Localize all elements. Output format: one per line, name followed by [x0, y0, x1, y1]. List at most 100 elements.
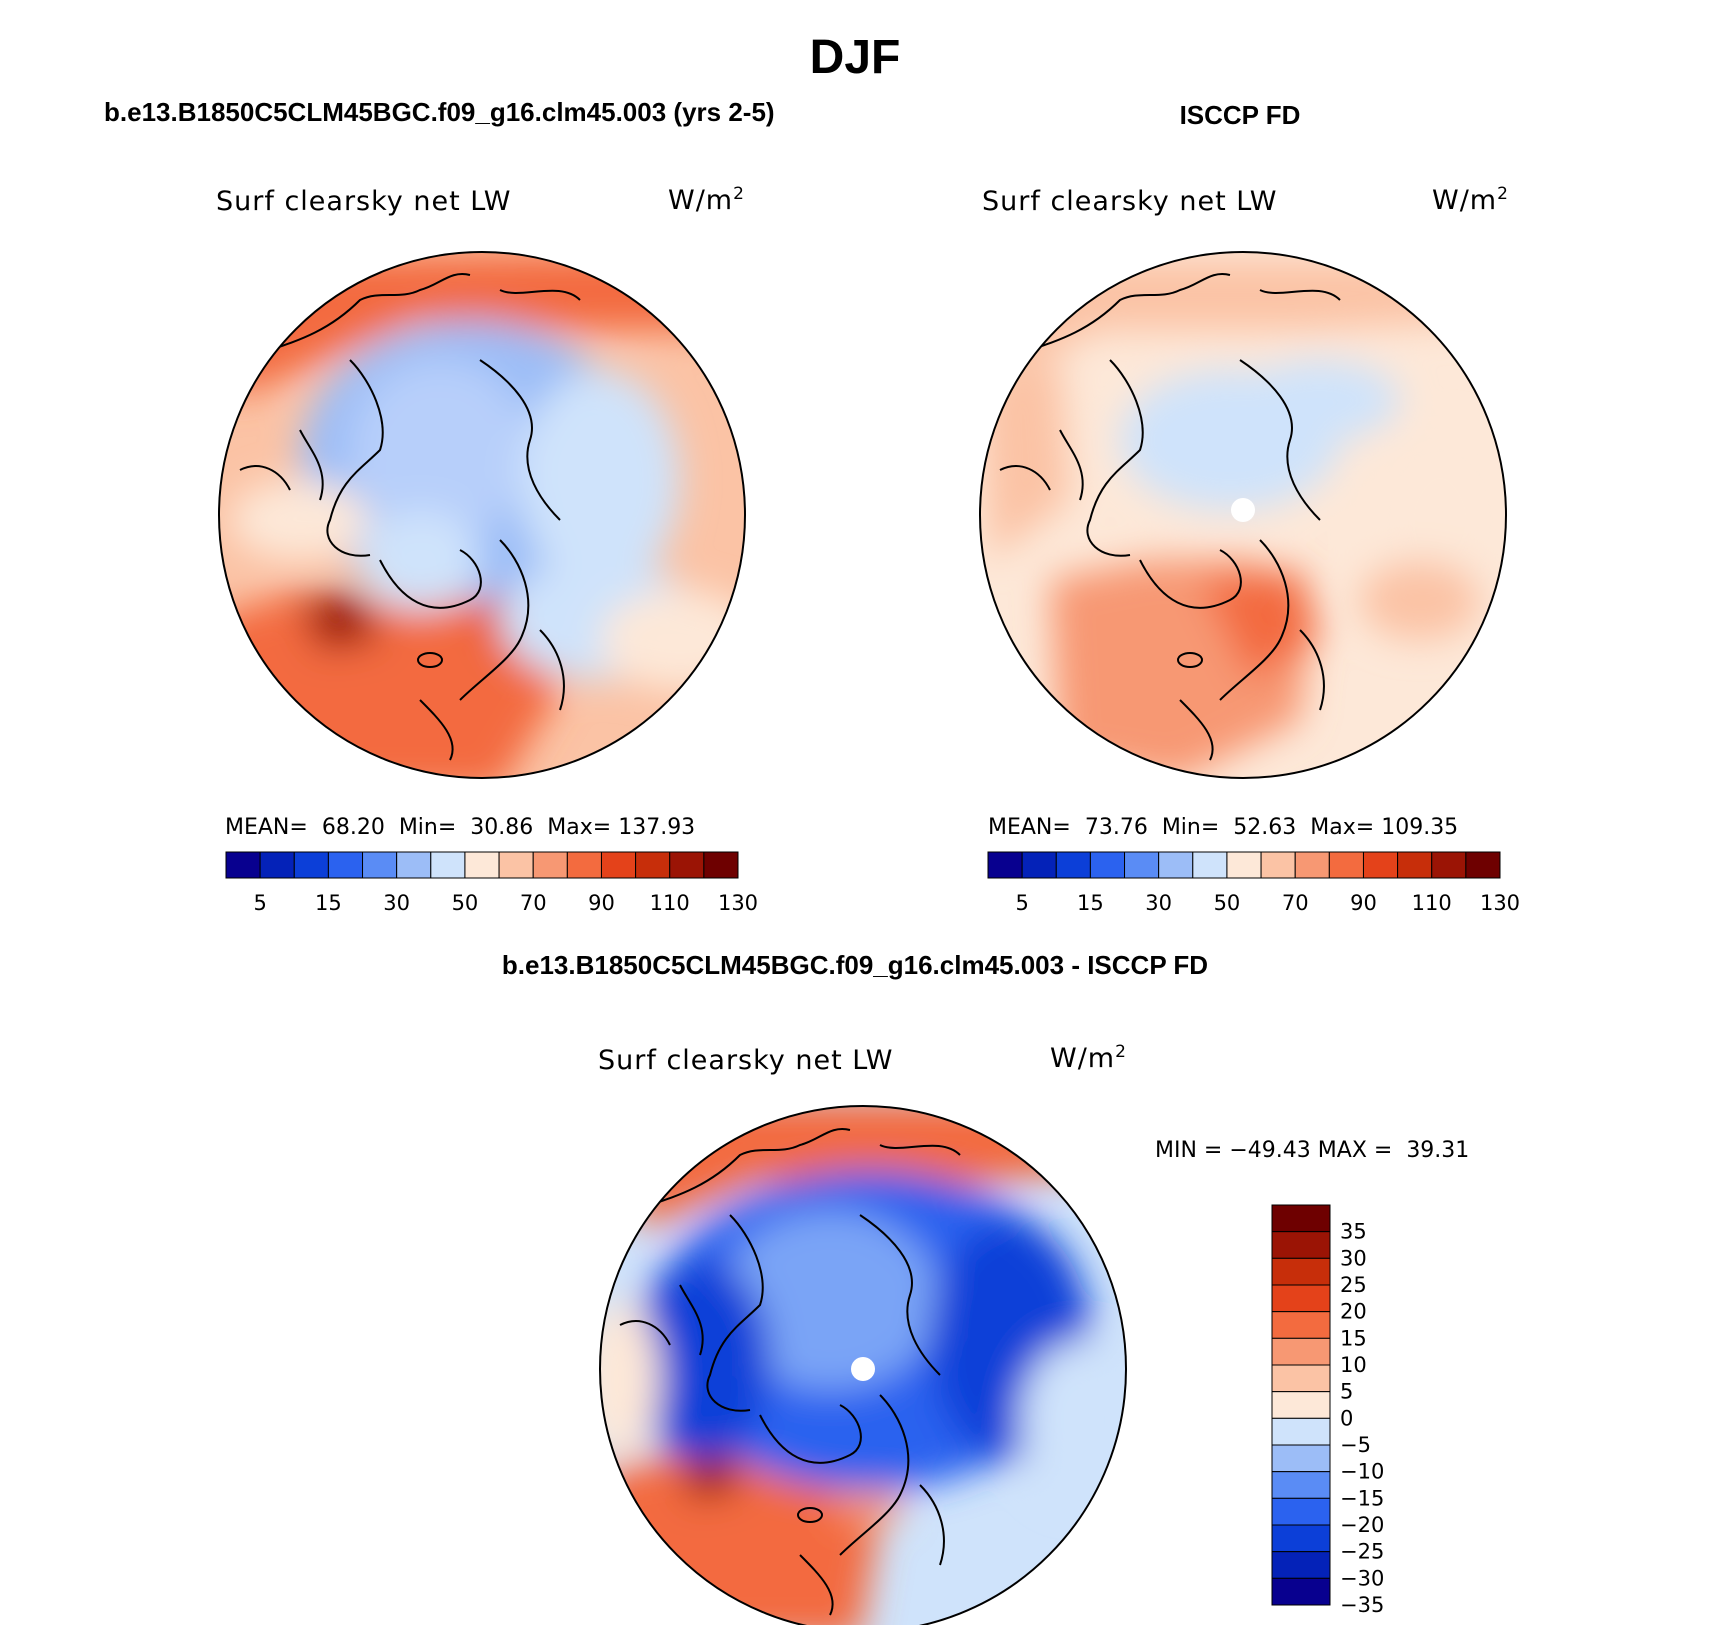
obs-pole-hole — [1231, 498, 1255, 522]
model-colorbar-swatch — [498, 851, 534, 879]
diff-colorbar-tick-label: 30 — [1340, 1246, 1367, 1270]
diff-pole-hole — [851, 1357, 875, 1381]
obs-map-border — [979, 251, 1507, 779]
model-colorbar-swatch — [430, 851, 466, 879]
model-colorbar-tick-label: 15 — [315, 891, 342, 915]
diff-colorbar-swatch — [1271, 1524, 1331, 1553]
obs-colorbar-swatch — [1055, 851, 1091, 879]
obs-colorbar-swatch — [1260, 851, 1296, 879]
obs-colorbar-swatch — [1362, 851, 1399, 879]
model-colorbar-swatch — [703, 851, 739, 879]
obs-colorbar-tick-label: 50 — [1214, 891, 1241, 915]
diff-panel-caption: b.e13.B1850C5CLM45BGC.f09_g16.clm45.003 … — [501, 950, 1209, 980]
diff-colorbar-swatch — [1271, 1337, 1331, 1366]
obs-colorbar-swatch — [1192, 851, 1228, 879]
diff-colorbar-tick-label: 35 — [1340, 1220, 1367, 1244]
diff-colorbar-swatch — [1271, 1497, 1331, 1526]
obs-variable-label: Surf clearsky net LW — [982, 186, 1278, 217]
model-colorbar-tick-label: 90 — [588, 891, 615, 915]
obs-colorbar-swatch — [1397, 851, 1433, 879]
diff-stats: MIN = −49.43 MAX = 39.31 — [1155, 1138, 1470, 1163]
obs-panel-caption: ISCCP FD — [1179, 100, 1301, 130]
model-colorbar-tick-label: 110 — [650, 891, 690, 915]
obs-colorbar-swatch — [1294, 851, 1330, 879]
model-colorbar-swatch — [362, 851, 398, 879]
model-colorbar-swatch — [396, 851, 432, 879]
diff-colorbar-tick-label: −30 — [1340, 1566, 1384, 1590]
diff-units-label: W/m2 — [1050, 1042, 1127, 1074]
obs-colorbar-tick-label: 110 — [1412, 891, 1452, 915]
diff-colorbar-swatch — [1271, 1551, 1331, 1579]
model-panel-caption: b.e13.B1850C5CLM45BGC.f09_g16.clm45.003 … — [104, 97, 775, 127]
obs-colorbar-tick-label: 15 — [1077, 891, 1104, 915]
diff-colorbar-swatch — [1271, 1257, 1331, 1286]
diff-colorbar-tick-label: −25 — [1340, 1540, 1384, 1564]
obs-colorbar-tick-label: 90 — [1350, 891, 1377, 915]
diff-colorbar-swatch — [1271, 1577, 1331, 1606]
obs-colorbar-swatch — [1089, 851, 1126, 879]
model-colorbar-swatch — [259, 851, 295, 879]
obs-colorbar-swatch — [987, 851, 1023, 879]
obs-colorbar-swatch — [1465, 851, 1501, 879]
model-colorbar-swatch — [669, 851, 705, 879]
obs-colorbar-tick-label: 130 — [1480, 891, 1520, 915]
diff-colorbar-tick-label: 15 — [1340, 1326, 1367, 1350]
diff-colorbar-tick-label: 10 — [1340, 1353, 1367, 1377]
diff-colorbar-swatch — [1271, 1391, 1331, 1419]
model-colorbar-swatch — [600, 851, 637, 879]
obs-polar-map — [979, 251, 1507, 779]
model-map-border — [218, 251, 746, 779]
diff-colorbar-swatch — [1271, 1444, 1331, 1473]
diff-colorbar-tick-label: −10 — [1340, 1460, 1384, 1484]
diff-colorbar-tick-label: 0 — [1340, 1406, 1353, 1430]
model-colorbar-swatch — [225, 851, 261, 879]
diff-colorbar-tick-label: 25 — [1340, 1273, 1367, 1297]
model-colorbar-swatch — [464, 851, 500, 879]
diff-colorbar-swatch — [1271, 1364, 1331, 1393]
diff-variable-label: Surf clearsky net LW — [598, 1045, 894, 1076]
diff-colorbar-swatch — [1271, 1231, 1331, 1259]
obs-colorbar-swatch — [1124, 851, 1160, 879]
diff-colorbar-tick-label: −15 — [1340, 1486, 1384, 1510]
model-variable-label: Surf clearsky net LW — [216, 186, 512, 217]
diff-colorbar-swatch — [1271, 1417, 1331, 1446]
obs-units-label: W/m2 — [1432, 184, 1509, 216]
diff-colorbar-tick-label: −20 — [1340, 1513, 1384, 1537]
diff-colorbar-tick-label: 5 — [1340, 1380, 1353, 1404]
model-units-label: W/m2 — [668, 184, 745, 216]
obs-colorbar-tick-label: 5 — [1015, 891, 1028, 915]
obs-colorbar-swatch — [1158, 851, 1194, 879]
model-polar-map — [218, 251, 746, 779]
model-colorbar-swatch — [635, 851, 671, 879]
obs-colorbar: 5 15 30 50 70 90 110 130 — [987, 851, 1520, 915]
obs-colorbar-swatch — [1021, 851, 1057, 879]
model-colorbar-swatch — [293, 851, 329, 879]
model-colorbar-tick-label: 130 — [718, 891, 758, 915]
diff-colorbar-swatch — [1271, 1204, 1331, 1233]
diff-polar-map — [599, 1105, 1127, 1625]
diff-colorbar-swatch — [1271, 1284, 1331, 1313]
obs-colorbar-swatch — [1328, 851, 1364, 879]
model-colorbar-swatch — [327, 851, 364, 879]
obs-colorbar-swatch — [1226, 851, 1262, 879]
diff-colorbar-tick-label: −35 — [1340, 1593, 1384, 1617]
diff-colorbar-swatch — [1271, 1311, 1331, 1339]
model-colorbar: 5 15 30 50 70 90 110 130 — [225, 851, 758, 915]
obs-colorbar-swatch — [1431, 851, 1467, 879]
model-colorbar-tick-label: 50 — [452, 891, 479, 915]
diff-colorbar-tick-label: 20 — [1340, 1300, 1367, 1324]
model-colorbar-swatch — [532, 851, 568, 879]
obs-colorbar-tick-label: 70 — [1282, 891, 1309, 915]
diff-colorbar-tick-label: −5 — [1340, 1433, 1371, 1457]
model-colorbar-swatch — [566, 851, 602, 879]
model-colorbar-tick-label: 70 — [520, 891, 547, 915]
model-colorbar-tick-label: 30 — [383, 891, 410, 915]
obs-colorbar-tick-label: 30 — [1145, 891, 1172, 915]
diff-map-border — [599, 1105, 1127, 1625]
model-colorbar-tick-label: 5 — [253, 891, 266, 915]
model-stats: MEAN= 68.20 Min= 30.86 Max= 137.93 — [225, 815, 696, 840]
figure-title: DJF — [809, 31, 901, 84]
obs-stats: MEAN= 73.76 Min= 52.63 Max= 109.35 — [988, 815, 1459, 840]
